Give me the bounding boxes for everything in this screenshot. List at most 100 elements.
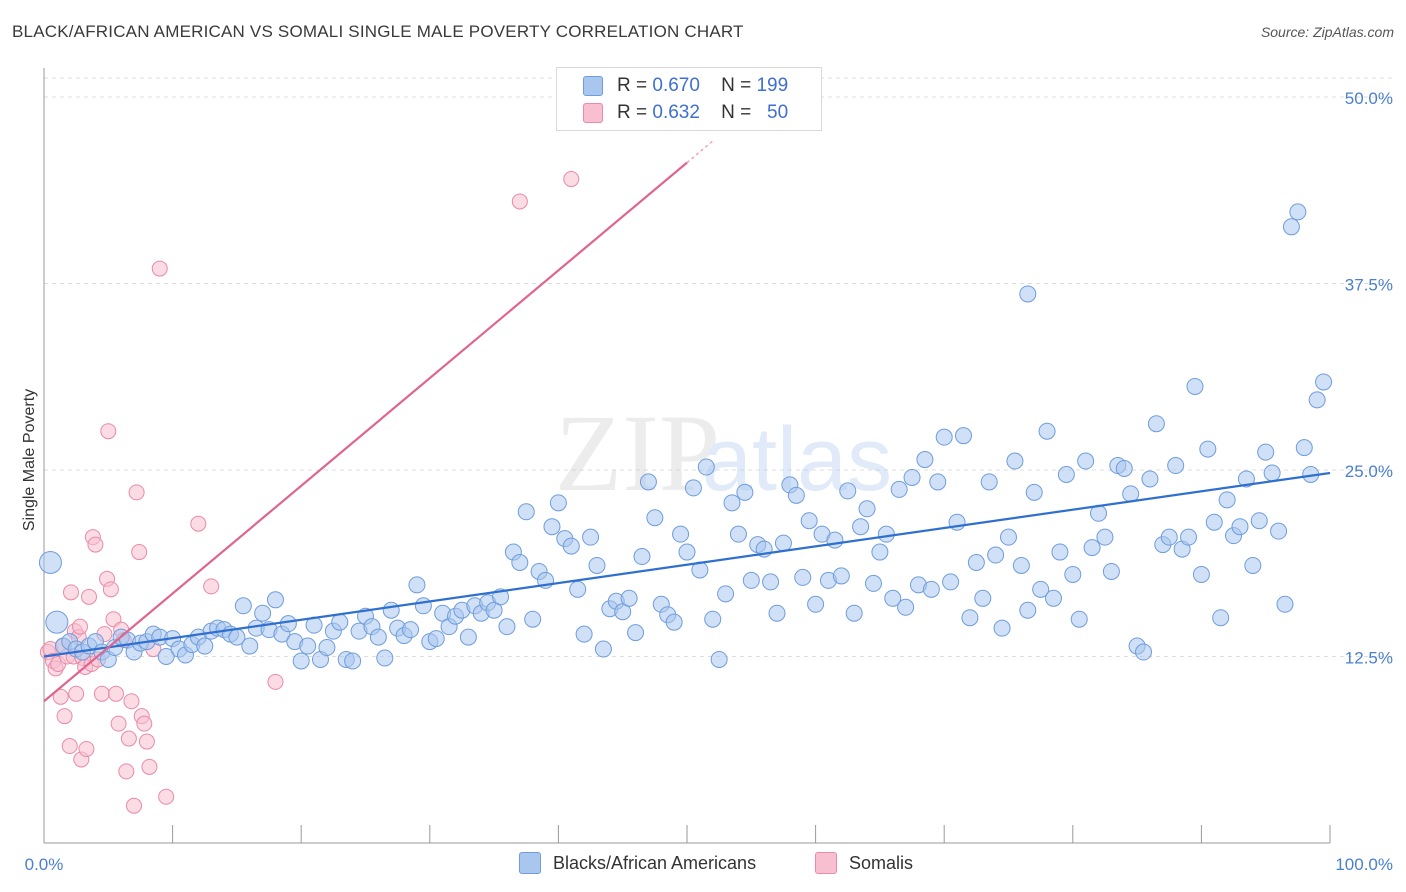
black-point [427, 630, 445, 648]
somali-point [123, 693, 140, 710]
somali-point [81, 588, 98, 605]
black-point [1038, 422, 1056, 440]
somali-point [138, 733, 155, 750]
chart-title: BLACK/AFRICAN AMERICAN VS SOMALI SINGLE … [12, 22, 744, 41]
black-point [845, 604, 863, 622]
somali-point [108, 685, 125, 702]
black-point [1019, 285, 1037, 303]
black-point [967, 554, 985, 572]
black-point [1096, 528, 1114, 546]
black-point [717, 585, 735, 603]
r-label: R = [617, 75, 648, 96]
r-label: R = [617, 102, 648, 123]
black-point [1180, 528, 1198, 546]
black-point [1282, 218, 1300, 236]
black-point [646, 509, 664, 527]
black-point [157, 648, 175, 665]
stats-legend: R = 0.670 N = 199 R = 0.632 N = 50 [556, 67, 822, 131]
r-value: 0.632 [652, 102, 700, 123]
black-point [196, 637, 214, 655]
black-point [1231, 518, 1249, 536]
black-point [1083, 539, 1101, 557]
somali-point [131, 544, 148, 561]
black-point [787, 486, 805, 504]
black-point [299, 637, 317, 655]
black-point [266, 591, 284, 609]
legend-item-blacks[interactable]: Blacks/African Americans [519, 852, 756, 874]
black-point [974, 589, 992, 607]
somali-point [110, 715, 127, 732]
blacks-trend-line [43, 471, 1331, 658]
black-point [382, 601, 400, 619]
black-point [1250, 512, 1268, 530]
black-point [935, 428, 953, 446]
black-point [459, 628, 477, 646]
black-point [852, 518, 870, 536]
black-point [903, 468, 921, 486]
somali-point [158, 788, 175, 805]
black-point [929, 473, 947, 491]
black-point [1051, 543, 1069, 561]
black-point [1025, 483, 1043, 501]
black-point [877, 525, 895, 543]
somali-point [151, 260, 168, 277]
black-point [1167, 457, 1185, 475]
black-point [292, 652, 310, 670]
black-point [704, 610, 722, 628]
black-point [1160, 528, 1178, 546]
black-point [279, 615, 297, 633]
legend-label-somalis: Somalis [849, 852, 914, 873]
black-point [1032, 580, 1050, 598]
black-point [234, 597, 252, 615]
legend-swatch-pink [583, 103, 603, 123]
n-label: N = [721, 75, 752, 96]
black-point [1199, 440, 1217, 458]
black-point [376, 649, 394, 667]
legend-swatch-blue [519, 852, 541, 874]
black-point [723, 494, 741, 512]
black-point [1045, 589, 1063, 607]
black-point [331, 613, 349, 631]
somali-point [72, 618, 89, 635]
black-point [369, 628, 387, 646]
somali-point [511, 193, 528, 210]
black-point [768, 604, 786, 622]
black-point [594, 640, 612, 658]
black-point [1276, 595, 1294, 613]
black-point [832, 567, 850, 585]
black-point [1141, 470, 1159, 488]
axes [43, 68, 1331, 844]
black-point [1077, 452, 1095, 470]
stats-row-blacks: R = 0.670 N = 199 [583, 74, 788, 98]
black-point [742, 571, 760, 589]
somali-point [267, 673, 284, 690]
somali-point [563, 171, 580, 188]
y-tick-label: 12.5% [1345, 649, 1393, 668]
black-point [344, 652, 362, 670]
black-point [942, 573, 960, 591]
black-point [1308, 391, 1326, 409]
legend-item-somalis[interactable]: Somalis [815, 852, 913, 874]
black-point [890, 480, 908, 498]
black-point [678, 543, 696, 561]
black-point [697, 458, 715, 476]
somali-point [93, 685, 110, 702]
black-point [1270, 522, 1288, 540]
black-point [987, 546, 1005, 564]
black-point [318, 639, 336, 657]
somali-point [141, 758, 158, 775]
black-point [961, 609, 979, 627]
black-point [1000, 528, 1017, 546]
x-tick-label: 0.0% [25, 855, 64, 874]
black-point [871, 543, 889, 561]
black-point [38, 551, 62, 575]
somalis-trend-line [43, 161, 688, 703]
black-point [1315, 373, 1333, 391]
black-point [762, 573, 780, 591]
black-point [1006, 452, 1024, 470]
black-point [916, 451, 934, 469]
y-tick-label: 50.0% [1345, 89, 1393, 108]
black-point [569, 580, 587, 598]
black-point [633, 548, 651, 566]
x-tick-label: 100.0% [1335, 855, 1393, 874]
